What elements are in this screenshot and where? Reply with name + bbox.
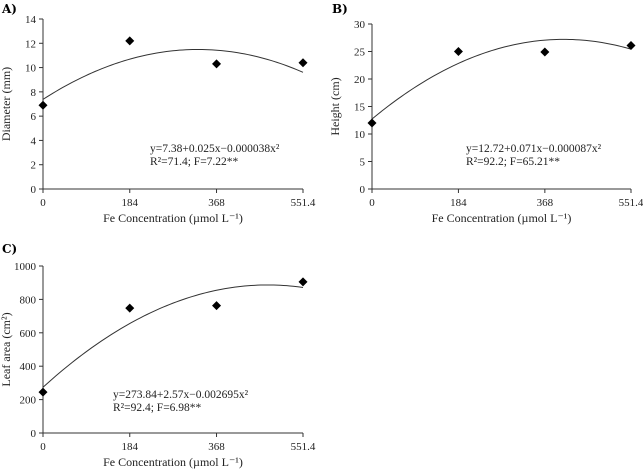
x-tick-label: 184 bbox=[122, 197, 139, 209]
x-tick-label: 551.4 bbox=[291, 197, 316, 209]
panel-label: B) bbox=[332, 2, 348, 16]
x-tick-label: 551.4 bbox=[619, 197, 643, 209]
y-axis-title: Leaf area (cm²) bbox=[0, 312, 13, 386]
x-tick-label: 368 bbox=[208, 441, 225, 453]
y-tick-label: 20 bbox=[354, 74, 366, 86]
y-tick-label: 10 bbox=[354, 129, 366, 141]
x-tick-label: 368 bbox=[537, 197, 554, 209]
data-point bbox=[212, 301, 222, 311]
data-point bbox=[38, 387, 48, 397]
regression-stats: R²=71.4; F=7.22** bbox=[150, 156, 239, 168]
fit-curve bbox=[42, 48, 304, 100]
y-axis-title: Height (cm) bbox=[328, 77, 342, 135]
y-tick-label: 30 bbox=[354, 19, 366, 31]
y-tick-label: 800 bbox=[20, 294, 37, 306]
y-tick-label: 2 bbox=[31, 160, 37, 172]
y-tick-label: 4 bbox=[31, 135, 37, 147]
data-point bbox=[38, 100, 48, 110]
regression-equation: y=7.38+0.025x−0.000038x² bbox=[150, 143, 280, 155]
data-point bbox=[626, 40, 636, 50]
x-tick-label: 0 bbox=[40, 441, 46, 453]
data-point bbox=[212, 59, 222, 69]
x-tick-label: 0 bbox=[369, 197, 375, 209]
data-point bbox=[540, 47, 550, 57]
y-tick-label: 10 bbox=[25, 63, 37, 75]
y-tick-label: 15 bbox=[354, 102, 366, 114]
chart-panel-2: C) 0 200 400 600 800 1000 0 184 368 551.4 Fe Concen… bbox=[0, 242, 316, 469]
y-tick-label: 0 bbox=[31, 428, 37, 440]
y-tick-label: 0 bbox=[360, 184, 366, 196]
data-point bbox=[298, 277, 308, 287]
regression-equation: y=12.72+0.071x−0.000087x² bbox=[466, 143, 602, 155]
x-tick-label: 551.4 bbox=[291, 441, 316, 453]
x-tick-label: 368 bbox=[208, 197, 225, 209]
x-axis-title: Fe Concentration (µmol L⁻¹) bbox=[103, 211, 243, 225]
panel-label: C) bbox=[2, 242, 17, 256]
y-tick-label: 12 bbox=[25, 38, 36, 50]
regression-stats: R²=92.2; F=65.21** bbox=[466, 156, 560, 168]
y-tick-label: 1000 bbox=[14, 261, 37, 273]
data-point bbox=[453, 47, 463, 56]
y-tick-label: 0 bbox=[31, 184, 37, 196]
y-tick-label: 14 bbox=[25, 14, 37, 26]
y-tick-label: 600 bbox=[20, 328, 37, 340]
regression-equation: y=273.84+2.57x−0.002695x² bbox=[113, 389, 249, 401]
y-tick-label: 200 bbox=[20, 395, 37, 407]
y-tick-label: 400 bbox=[20, 361, 37, 373]
chart-panel-0: A) 0 2 4 6 8 10 12 14 0 184 368 551.4 Fe Concentratio… bbox=[0, 2, 316, 225]
x-tick-label: 184 bbox=[122, 441, 139, 453]
data-point bbox=[125, 36, 135, 46]
y-axis-title: Diameter (mm) bbox=[0, 67, 13, 141]
panel-label: A) bbox=[1, 2, 17, 16]
x-axis-title: Fe Concentration (µmol L⁻¹) bbox=[432, 211, 572, 225]
x-tick-label: 184 bbox=[450, 197, 467, 209]
x-tick-label: 0 bbox=[40, 197, 46, 209]
fit-curve bbox=[371, 38, 632, 120]
y-tick-label: 5 bbox=[360, 157, 366, 169]
data-point bbox=[125, 303, 135, 313]
y-tick-label: 8 bbox=[31, 87, 37, 99]
data-point bbox=[367, 118, 377, 128]
data-point bbox=[298, 58, 308, 68]
x-axis-title: Fe Concentration (µmol L⁻¹) bbox=[103, 455, 243, 469]
y-tick-label: 25 bbox=[354, 47, 366, 59]
chart-panel-1: B) 0 5 10 15 20 25 30 0 184 368 551.4 Fe Concentrati… bbox=[328, 2, 643, 225]
y-tick-label: 6 bbox=[31, 111, 37, 123]
regression-stats: R²=92.4; F=6.98** bbox=[113, 402, 202, 414]
fit-curve bbox=[42, 284, 304, 388]
